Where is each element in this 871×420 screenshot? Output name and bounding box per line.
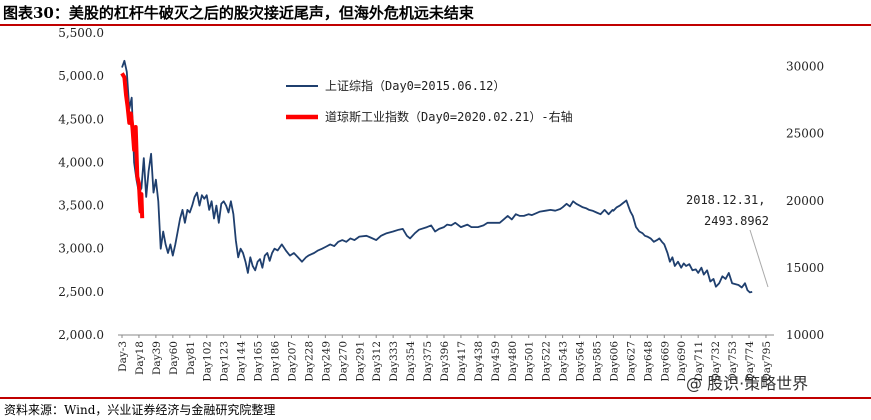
- x-tick-label: Day123: [219, 341, 231, 382]
- x-tick-label: Day417: [456, 341, 468, 382]
- y-left-tick-label: 2,000.0: [58, 328, 104, 342]
- y-right-tick-label: 30000: [786, 60, 824, 74]
- legend-label-dow: 道琼斯工业指数（Day0=2020.02.21）-右轴: [325, 109, 573, 124]
- x-tick-label: Day18: [134, 341, 146, 375]
- x-tick-label: Day648: [642, 341, 654, 382]
- x-tick-label: Day39: [151, 341, 163, 375]
- annotation: 2018.12.31, 2493.8962: [686, 193, 769, 288]
- x-tick-label: Day186: [270, 341, 282, 382]
- x-tick-label: Day396: [439, 341, 451, 382]
- x-tick-label: Day669: [659, 341, 671, 382]
- x-tick-label: Day753: [727, 341, 739, 382]
- annotation-date: 2018.12.31,: [686, 193, 765, 207]
- legend-label-shanghai: 上证综指（Day0=2015.06.12）: [325, 78, 505, 93]
- x-tick-label: Day354: [405, 341, 417, 382]
- x-tick-label: Day-3: [117, 341, 129, 372]
- y-axis-right: 30000 25000 20000 15000 10000: [786, 60, 824, 342]
- x-tick-label: Day102: [202, 341, 214, 382]
- x-tick-label: Day690: [676, 341, 688, 382]
- y-left-tick-label: 3,500.0: [58, 199, 104, 213]
- x-tick-label: Day165: [253, 341, 265, 382]
- legend: 上证综指（Day0=2015.06.12） 道琼斯工业指数（Day0=2020.…: [286, 78, 573, 124]
- x-tick-label: Day312: [371, 341, 383, 382]
- x-tick-label: Day627: [625, 341, 637, 382]
- x-tick-label: Day774: [744, 341, 756, 382]
- x-tick-label: Day81: [185, 341, 197, 375]
- x-tick-label: Day606: [608, 341, 620, 382]
- title-divider: [0, 24, 871, 26]
- chart-title: 图表30：美股的杠杆牛破灭之后的股灾接近尾声，但海外危机远未结束: [3, 4, 474, 22]
- x-tick-label: Day207: [286, 341, 298, 382]
- y-right-tick-label: 10000: [786, 328, 824, 342]
- y-left-tick-label: 2,500.0: [58, 285, 104, 299]
- watermark: @ 股识·策略世界: [686, 374, 809, 393]
- y-left-tick-label: 5,000.0: [58, 69, 104, 83]
- x-tick-label: Day522: [541, 341, 553, 382]
- x-tick-label: Day711: [693, 341, 705, 382]
- y-left-tick-label: 3,000.0: [58, 242, 104, 256]
- x-tick-label: Day795: [761, 341, 773, 382]
- x-tick-label: Day333: [388, 341, 400, 382]
- annotation-value: 2493.8962: [704, 214, 769, 228]
- x-tick-label: Day438: [473, 341, 485, 382]
- x-tick-label: Day732: [710, 341, 722, 382]
- y-right-tick-label: 20000: [786, 194, 824, 208]
- series-group: [120, 59, 753, 294]
- y-axis-left: 5,500.0 5,000.0 4,500.0 4,000.0 3,500.0 3,000…: [58, 26, 104, 342]
- x-tick-label: Day564: [575, 341, 587, 382]
- x-tick-label: Day480: [507, 341, 519, 382]
- series-line-shanghai: [121, 59, 753, 294]
- y-left-tick-label: 4,500.0: [58, 112, 104, 126]
- x-tick-label: Day60: [168, 341, 180, 375]
- x-tick-label: Day291: [354, 341, 366, 382]
- x-tick-label: Day228: [303, 341, 315, 382]
- y-left-tick-label: 5,500.0: [58, 26, 104, 40]
- y-right-tick-label: 15000: [786, 261, 824, 275]
- x-axis: Day-3 Day18 Day39 Day60 Day81 Day102 Day123 Day…: [117, 334, 774, 382]
- x-tick-label: Day270: [337, 341, 349, 382]
- footer-divider: [0, 397, 871, 399]
- x-tick-label: Day375: [422, 341, 434, 382]
- y-left-tick-label: 4,000.0: [58, 155, 104, 169]
- x-tick-label: Day144: [236, 341, 248, 382]
- x-tick-label: Day543: [558, 341, 570, 382]
- series-line-dow: [120, 72, 145, 219]
- x-tick-label: Day249: [320, 341, 332, 382]
- source-note: 资料来源：Wind，兴业证券经济与金融研究院整理: [4, 403, 276, 417]
- y-right-tick-label: 25000: [786, 127, 824, 141]
- x-tick-label: Day459: [490, 341, 502, 382]
- x-tick-label: Day585: [592, 341, 604, 382]
- x-tick-label: Day501: [524, 341, 536, 382]
- annotation-leader: [749, 229, 769, 288]
